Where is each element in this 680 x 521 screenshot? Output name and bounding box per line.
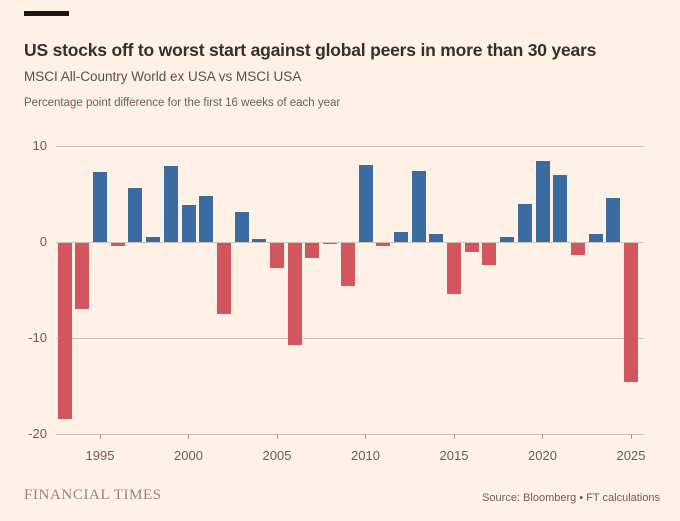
bar-2014 [429, 234, 444, 242]
bar-1998 [146, 237, 161, 242]
bar-2019 [517, 203, 532, 242]
x-axis-label-2005: 2005 [262, 448, 292, 463]
x-axis-label-1995: 1995 [85, 448, 115, 463]
x-axis-label-2000: 2000 [174, 448, 203, 463]
x-axis-tick-2025 [630, 434, 632, 439]
gridline-0 [56, 242, 644, 243]
bar-2000 [181, 204, 196, 242]
x-axis-tick-2005 [276, 434, 278, 439]
bar-2025 [624, 243, 638, 383]
bar-2021 [553, 174, 568, 242]
x-axis-tick-2020 [542, 434, 543, 439]
y-axis-label--20: -20 [28, 426, 47, 441]
bar-2016 [464, 243, 479, 252]
x-axis-label-2020: 2020 [528, 448, 557, 463]
bar-2005 [270, 243, 284, 268]
x-axis-label-2010: 2010 [351, 448, 380, 463]
bar-1997 [128, 188, 143, 242]
financial-times-logo: FINANCIAL TIMES [24, 487, 162, 503]
page-title: US stocks off to worst start against glo… [24, 39, 597, 60]
x-axis-label-2025: 2025 [616, 448, 646, 463]
bar-2017 [482, 243, 497, 266]
bar-2020 [535, 161, 550, 242]
bar-2011 [376, 243, 391, 247]
bar-1994 [75, 243, 90, 310]
bar-2002 [216, 243, 231, 314]
bar-1996 [110, 243, 125, 246]
bar-2015 [447, 243, 461, 294]
bar-2001 [199, 195, 214, 242]
y-axis-label-10: 10 [32, 138, 47, 153]
x-axis-label-2015: 2015 [439, 448, 469, 463]
accent-bar [24, 11, 69, 16]
x-axis-tick-2000 [188, 434, 189, 439]
bar-2022 [570, 243, 585, 255]
bar-2006 [287, 243, 302, 345]
chart-subtitle: MSCI All-Country World ex USA vs MSCI US… [24, 69, 302, 84]
x-axis-tick-2010 [365, 434, 366, 439]
chart-note: Percentage point difference for the firs… [24, 97, 341, 109]
bar-2003 [234, 212, 249, 242]
source-credit: Source: Bloomberg • FT calculations [482, 492, 660, 504]
x-axis-tick-2015 [453, 434, 455, 439]
bar-2013 [411, 171, 426, 242]
bar-2009 [340, 243, 355, 287]
bar-2018 [500, 237, 515, 242]
x-axis-tick-1995 [99, 434, 101, 439]
gridline--20 [56, 434, 644, 435]
bar-2023 [588, 234, 603, 242]
bar-1995 [93, 171, 107, 242]
bar-2010 [358, 165, 373, 242]
bar-1999 [163, 166, 178, 242]
bar-2012 [393, 232, 408, 242]
gridline--10 [56, 338, 644, 339]
gridline-10 [56, 146, 644, 147]
bar-2004 [252, 239, 267, 242]
bar-2007 [305, 243, 320, 259]
y-axis-label-0: 0 [39, 234, 47, 249]
bar-1993 [57, 243, 72, 419]
bar-2024 [606, 197, 621, 242]
y-axis-label--10: -10 [28, 330, 47, 345]
bar-2008 [323, 243, 338, 245]
